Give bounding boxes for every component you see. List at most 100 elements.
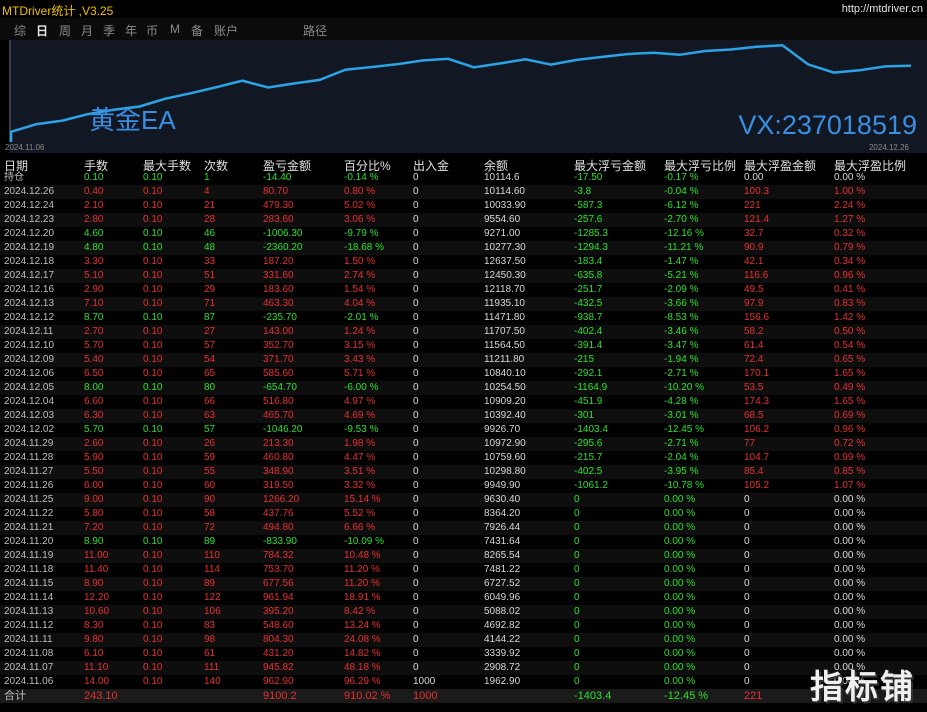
table-row[interactable]: 2024.11.26 6.00 0.10 60 319.50 3.32 % 0 9949.90… (0, 479, 927, 493)
cell-pnl: 319.50 (263, 480, 294, 491)
table-row[interactable]: 2024.12.13 7.10 0.10 71 463.30 4.04 % 0 11935.1… (0, 297, 927, 311)
table-row[interactable]: 2024.11.07 11.10 0.10 111 945.82 48.18 % 0 2908… (0, 661, 927, 675)
cell-max-float-loss-pct: 0.00 % (664, 550, 696, 561)
cell-pnl: 352.70 (263, 340, 294, 351)
column-header-deposit[interactable]: 出入金 (413, 159, 450, 173)
cell-lots: 8.30 (84, 620, 104, 631)
table-row[interactable]: 2024.11.11 9.80 0.10 98 804.30 24.08 % 0 4144.2… (0, 633, 927, 647)
table-row[interactable]: 2024.12.05 8.00 0.10 80 -654.70 -6.00 % 0 10254… (0, 381, 927, 395)
cell-deposit: 0 (413, 550, 419, 561)
table-row[interactable]: 2024.12.09 5.40 0.10 54 371.70 3.43 % 0 11211.8… (0, 353, 927, 367)
table-row[interactable]: 2024.11.25 9.00 0.10 90 1266.20 15.14 % 0 9630.… (0, 493, 927, 507)
cell-max-float-profit-pct: 0.34 % (834, 256, 866, 267)
column-header-pnl[interactable]: 盈亏金额 (263, 159, 312, 173)
table-row[interactable]: 持仓 0.10 0.10 1 -14.40 -0.14 % 0 10114.6 -17.50 -0… (0, 171, 927, 185)
table-row[interactable]: 2024.12.12 8.70 0.10 87 -235.70 -2.01 % 0 11471… (0, 311, 927, 325)
column-header-date[interactable]: 日期 (4, 159, 29, 173)
table-row[interactable]: 2024.11.08 6.10 0.10 61 431.20 14.82 % 0 3339.9… (0, 647, 927, 661)
cell-max-float-profit-pct: 0.00 % (834, 592, 866, 603)
total-lots: 243.10 (84, 690, 118, 702)
tab-quarter[interactable]: 季 (103, 24, 116, 38)
tab-notes[interactable]: 备 (191, 24, 204, 38)
table-row[interactable]: 2024.12.23 2.80 0.10 28 283.60 3.06 % 0 9554.60… (0, 213, 927, 227)
column-header-max-float-profit-pct[interactable]: 最大浮盈比例 (834, 159, 907, 173)
column-header-max-float-loss-pct[interactable]: 最大浮亏比例 (664, 159, 737, 173)
cell-max-float-profit: 106.2 (744, 424, 770, 435)
table-row[interactable]: 2024.11.19 11.00 0.10 110 784.32 10.48 % 0 8265… (0, 549, 927, 563)
total-date: 合计 (4, 690, 26, 702)
column-header-lots[interactable]: 手数 (84, 159, 109, 173)
table-row[interactable]: 2024.11.21 7.20 0.10 72 494.80 6.66 % 0 7926.44… (0, 521, 927, 535)
cell-max-lots: 0.10 (143, 284, 163, 295)
table-row[interactable]: 2024.11.29 2.60 0.10 26 213.30 1.98 % 0 10972.9… (0, 437, 927, 451)
cell-deposit: 0 (413, 424, 419, 435)
cell-pnl: 213.30 (263, 438, 294, 449)
cell-max-float-loss: -1061.2 (574, 480, 608, 491)
table-row[interactable]: 2024.12.16 2.90 0.10 29 183.60 1.54 % 0 12118.7… (0, 283, 927, 297)
cell-balance: 11935.10 (484, 298, 525, 309)
cell-balance: 9926.70 (484, 424, 521, 435)
tab-day[interactable]: 日 (36, 24, 49, 38)
cell-balance: 3339.92 (484, 648, 521, 659)
table-row[interactable]: 2024.12.24 2.10 0.10 21 479.30 5.02 % 0 10033.9… (0, 199, 927, 213)
tab-account[interactable]: 账户 (214, 24, 239, 38)
table-row[interactable]: 2024.11.06 14.00 0.10 140 962.90 96.29 % 1000 1… (0, 675, 927, 689)
table-row[interactable]: 2024.12.17 5.10 0.10 51 331.60 2.74 % 0 12450.3… (0, 269, 927, 283)
tab-path[interactable]: 路径 (303, 24, 328, 38)
cell-count: 98 (204, 634, 216, 645)
table-row[interactable]: 2024.12.26 0.40 0.10 4 80.70 0.80 % 0 10114.60 -… (0, 185, 927, 199)
table-row[interactable]: 2024.11.13 10.60 0.10 106 395.20 8.42 % 0 5088.… (0, 605, 927, 619)
cell-count: 83 (204, 620, 216, 631)
table-header: 日期 手数 最大手数 次数 盈亏金额 百分比% 出入金 余额 最大浮亏金额 最大浮亏比例 最大浮盈金… (0, 157, 927, 173)
column-header-max-float-profit[interactable]: 最大浮盈金额 (744, 159, 817, 173)
column-header-max-float-loss[interactable]: 最大浮亏金额 (574, 159, 647, 173)
cell-count: 65 (204, 368, 216, 379)
tab-week[interactable]: 周 (59, 24, 72, 38)
tab-summary[interactable]: 综 (14, 24, 27, 38)
table-row[interactable]: 2024.12.11 2.70 0.10 27 143.00 1.24 % 0 11707.5… (0, 325, 927, 339)
cell-count: 87 (204, 312, 216, 323)
table-row[interactable]: 2024.11.15 8.90 0.10 89 677.56 11.20 % 0 6727.5… (0, 577, 927, 591)
cell-pnl: 80.70 (263, 186, 289, 197)
table-row[interactable]: 2024.11.20 8.90 0.10 89 -833.90 -10.09 % 0 7431… (0, 535, 927, 549)
table-row[interactable]: 2024.11.12 8.30 0.10 83 548.60 13.24 % 0 4692.8… (0, 619, 927, 633)
tab-year[interactable]: 年 (125, 24, 138, 38)
tab-currency[interactable]: 币 (146, 24, 159, 38)
table-row[interactable]: 2024.12.20 4.60 0.10 46 -1006.30 -9.79 % 0 9271… (0, 227, 927, 241)
column-header-balance[interactable]: 余额 (484, 159, 509, 173)
app-url-link[interactable]: http://mtdriver.cn (841, 3, 923, 15)
cell-max-float-profit-pct: 0.41 % (834, 284, 866, 295)
table-row[interactable]: 2024.12.04 6.60 0.10 66 516.80 4.97 % 0 10909.2… (0, 395, 927, 409)
cell-percent: 11.20 % (344, 564, 380, 575)
tab-month[interactable]: 月 (81, 24, 94, 38)
column-header-percent[interactable]: 百分比% (344, 159, 391, 173)
table-row[interactable]: 2024.12.10 5.70 0.10 57 352.70 3.15 % 0 11564.5… (0, 339, 927, 353)
table-row[interactable]: 2024.11.28 5.90 0.10 59 460.80 4.47 % 0 10759.6… (0, 451, 927, 465)
table-row[interactable]: 2024.11.14 12.20 0.10 122 961.94 18.91 % 0 6049… (0, 591, 927, 605)
cell-pnl: -1046.20 (263, 424, 303, 435)
table-row[interactable]: 2024.11.18 11.40 0.10 114 753.70 11.20 % 0 7481… (0, 563, 927, 577)
table-row[interactable]: 2024.11.27 5.50 0.10 55 348.90 3.51 % 0 10298.8… (0, 465, 927, 479)
tab-magic[interactable]: M (170, 22, 180, 36)
cell-max-float-profit: 90.9 (744, 242, 764, 253)
cell-pnl: 1266.20 (263, 494, 300, 505)
table-row[interactable]: 2024.12.18 3.30 0.10 33 187.20 1.50 % 0 12637.5… (0, 255, 927, 269)
table-row[interactable]: 2024.12.03 6.30 0.10 63 465.70 4.69 % 0 10392.4… (0, 409, 927, 423)
table-row[interactable]: 2024.12.06 6.50 0.10 65 585.60 5.71 % 0 10840.1… (0, 367, 927, 381)
cell-pnl: 431.20 (263, 648, 294, 659)
cell-lots: 3.30 (84, 256, 104, 267)
table-row[interactable]: 2024.11.22 5.80 0.10 58 437.76 5.52 % 0 8364.20… (0, 507, 927, 521)
cell-max-float-loss: -391.4 (574, 340, 603, 351)
cell-count: 63 (204, 410, 216, 421)
column-header-count[interactable]: 次数 (204, 159, 229, 173)
cell-percent: 4.47 % (344, 452, 376, 463)
cell-max-lots: 0.10 (143, 480, 163, 491)
column-header-max-lots[interactable]: 最大手数 (143, 159, 192, 173)
cell-max-float-loss: -215 (574, 354, 595, 365)
table-row[interactable]: 2024.12.19 4.80 0.10 48 -2360.20 -18.68 % 0 102… (0, 241, 927, 255)
cell-percent: 4.04 % (344, 298, 376, 309)
cell-pnl: 677.56 (263, 578, 294, 589)
cell-max-float-profit-pct: 0.99 % (834, 452, 866, 463)
cell-pnl: 494.80 (263, 522, 294, 533)
table-row[interactable]: 2024.12.02 5.70 0.10 57 -1046.20 -9.53 % 0 9926… (0, 423, 927, 437)
